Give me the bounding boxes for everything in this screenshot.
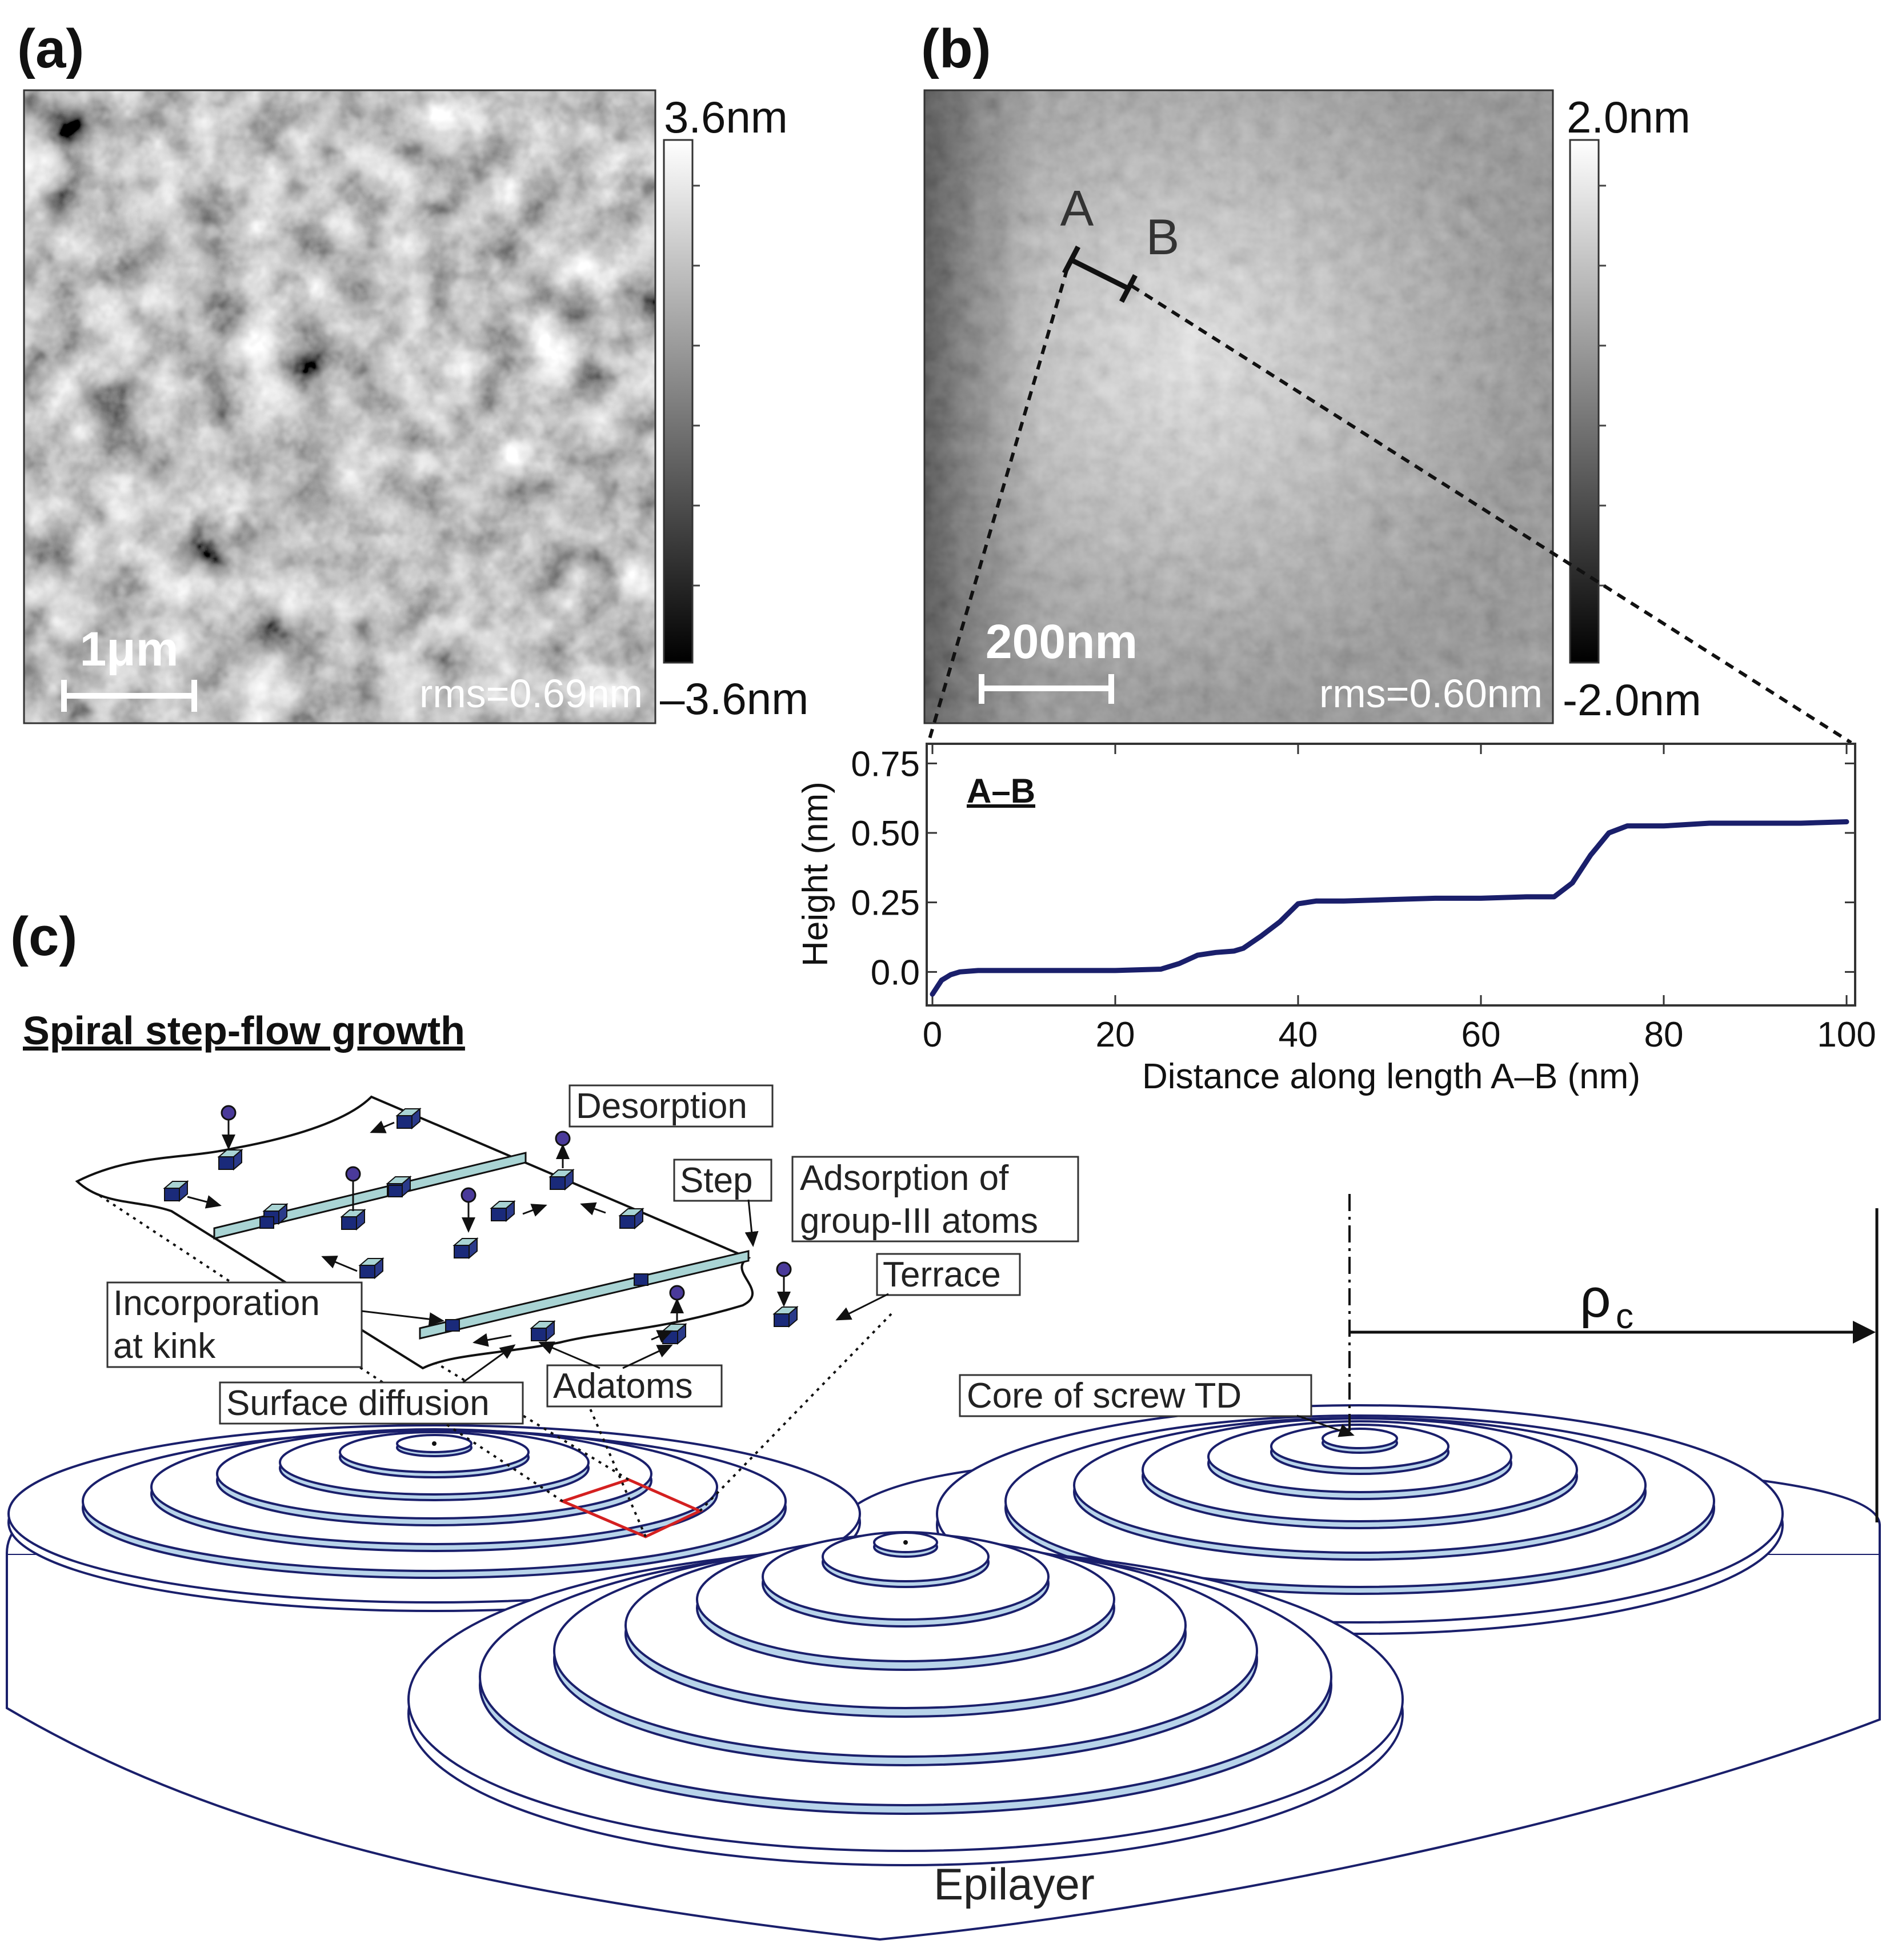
incorporation-label-1: Incorporation bbox=[113, 1284, 320, 1323]
desorption-label: Desorption bbox=[576, 1087, 747, 1126]
x-tick-label: 60 bbox=[1461, 1015, 1501, 1055]
step-upper bbox=[213, 1152, 527, 1240]
chart-frame bbox=[926, 743, 1856, 1007]
panel-a: (a) 1μm rms=0.69nm 3.6nm –3.6nm bbox=[17, 18, 808, 724]
afm-texture-a bbox=[24, 90, 655, 723]
x-tick-label: 40 bbox=[1279, 1015, 1318, 1055]
colorbar-a-max: 3.6nm bbox=[664, 92, 788, 142]
scale-bar-b-label: 200nm bbox=[986, 615, 1138, 668]
adsorption-label-1: Adsorption of bbox=[800, 1159, 1009, 1198]
y-tick-label: 0.50 bbox=[851, 814, 920, 853]
diffusion-arrows bbox=[187, 1120, 673, 1347]
rho-symbol: ρ bbox=[1580, 1268, 1611, 1329]
panel-b: (b) A B 200nm rms=0.60nm bbox=[921, 18, 1852, 744]
atoms bbox=[221, 1105, 792, 1322]
series-line-height bbox=[930, 819, 1849, 997]
rms-a: rms=0.69nm bbox=[419, 671, 643, 716]
y-tick-label: 0.0 bbox=[871, 953, 920, 992]
desorption-box bbox=[568, 1084, 774, 1128]
colorbar-b-max: 2.0nm bbox=[1567, 92, 1691, 142]
incorporation-box bbox=[106, 1281, 363, 1368]
colorbar-a-min: –3.6nm bbox=[660, 674, 808, 724]
step-box bbox=[673, 1159, 772, 1202]
height-profile-chart: 0 20 40 60 80 100 0.0 0.25 0.50 0.75 A–B Distance… bbox=[796, 743, 1876, 1096]
scale-bar-a: 1μm bbox=[61, 622, 197, 712]
spiral-right bbox=[936, 1404, 1784, 1635]
chart-title: A–B bbox=[967, 772, 1035, 810]
x-tick-label: 80 bbox=[1644, 1015, 1684, 1055]
chart-xlabel: Distance along length A–B (nm) bbox=[1142, 1057, 1640, 1096]
panel-c: (c) Spiral step-flow growth bbox=[5, 906, 1881, 1941]
point-b-label: B bbox=[1146, 209, 1180, 265]
x-tick-label: 100 bbox=[1817, 1015, 1876, 1055]
colorbar-a: 3.6nm –3.6nm bbox=[660, 92, 808, 724]
panel-c-label: (c) bbox=[10, 906, 77, 967]
zoom-line-left bbox=[927, 268, 1069, 743]
rho-subscript: c bbox=[1616, 1297, 1633, 1336]
zoom-line-right bbox=[1130, 284, 1852, 744]
chart-ticks: 0 20 40 60 80 100 0.0 0.25 0.50 0.75 bbox=[851, 744, 1876, 1055]
core-box bbox=[959, 1374, 1312, 1417]
chart-ylabel: Height (nm) bbox=[796, 781, 835, 967]
step-label: Step bbox=[680, 1161, 753, 1200]
x-tick-label: 0 bbox=[923, 1015, 942, 1055]
adsorption-box bbox=[791, 1156, 1079, 1242]
adatoms bbox=[163, 1107, 799, 1345]
core-label: Core of screw TD bbox=[967, 1376, 1242, 1416]
surface-inset bbox=[75, 1095, 799, 1370]
panel-b-label: (b) bbox=[921, 18, 991, 79]
scale-bar-b: 200nm bbox=[979, 615, 1138, 704]
adatoms-label: Adatoms bbox=[553, 1366, 693, 1406]
scale-bar-a-label: 1μm bbox=[80, 622, 179, 676]
profile-line-ab: A B bbox=[1060, 180, 1180, 303]
terrace-box bbox=[876, 1253, 1021, 1296]
afm-frame-a bbox=[23, 89, 656, 724]
adsorption-label-2: group-III atoms bbox=[800, 1201, 1038, 1241]
colorbar-b-min: -2.0nm bbox=[1563, 675, 1701, 725]
x-tick-label: 20 bbox=[1096, 1015, 1135, 1055]
y-tick-label: 0.25 bbox=[851, 884, 920, 923]
afm-texture-b bbox=[924, 90, 1553, 723]
incorporation-label-2: at kink bbox=[113, 1326, 216, 1366]
surface-diffusion-box bbox=[219, 1381, 524, 1425]
adatoms-box bbox=[546, 1364, 723, 1408]
point-a-label: A bbox=[1060, 180, 1094, 237]
panel-c-heading: Spiral step-flow growth bbox=[23, 1008, 465, 1053]
rho-indicator: ρ c bbox=[1348, 1194, 1879, 1522]
y-tick-label: 0.75 bbox=[851, 744, 920, 784]
rms-b: rms=0.60nm bbox=[1319, 671, 1543, 716]
spiral-center bbox=[407, 1531, 1404, 1866]
epilayer-label: Epilayer bbox=[934, 1859, 1095, 1909]
callouts: Desorption Step Adsorption of group-III … bbox=[106, 1084, 1355, 1437]
terrace-label: Terrace bbox=[883, 1255, 1001, 1294]
surface-diffusion-label: Surface diffusion bbox=[226, 1384, 490, 1423]
afm-frame-b bbox=[923, 89, 1554, 724]
panel-a-label: (a) bbox=[17, 18, 84, 79]
spiral-left bbox=[7, 1424, 861, 1612]
colorbar-b: 2.0nm -2.0nm bbox=[1563, 92, 1701, 725]
